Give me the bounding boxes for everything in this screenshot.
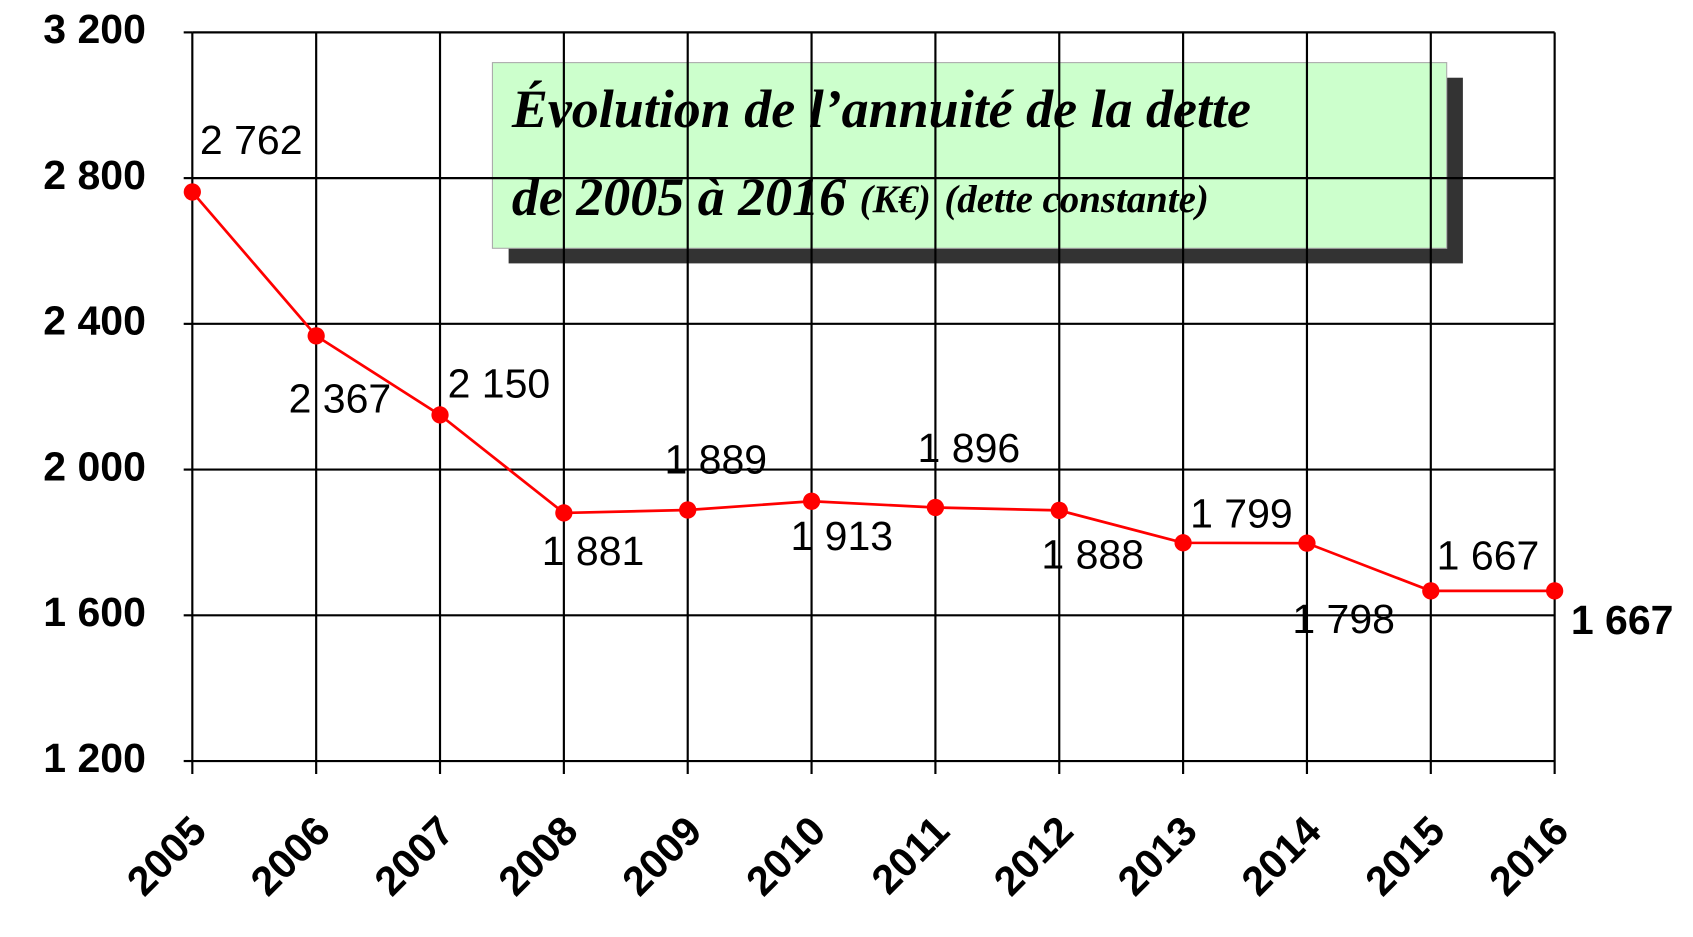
y-tick-label: 2 000 <box>43 443 146 489</box>
point <box>926 498 945 517</box>
point <box>802 492 821 510</box>
y-tick-label: 2 800 <box>43 152 146 198</box>
line <box>191 191 1555 593</box>
value-label: 1 888 <box>1041 532 1144 578</box>
point <box>555 504 573 522</box>
x-tick-label: 2013 <box>1109 807 1206 904</box>
x-tick-label: 2010 <box>737 807 834 904</box>
value-label: 2 150 <box>448 361 551 407</box>
chart-title: Évolution de l’annuité de la dette <box>511 79 1251 139</box>
value-label: 1 889 <box>664 436 767 482</box>
x-tick-label: 2014 <box>1233 807 1330 904</box>
x-tick-label: 2011 <box>863 807 958 902</box>
value-label: 1 667 <box>1437 532 1540 578</box>
y-tick-label: 3 200 <box>43 6 146 52</box>
x-tick-label: 2006 <box>242 807 339 904</box>
point <box>1050 501 1068 520</box>
point <box>1422 582 1440 600</box>
point <box>679 501 697 519</box>
value-label: 1 913 <box>790 513 893 559</box>
point <box>183 183 201 201</box>
point <box>1174 534 1192 552</box>
x-tick-label: 2007 <box>366 807 463 904</box>
y-tick-label: 1 200 <box>43 735 146 781</box>
y-tick-label: 2 400 <box>43 298 146 344</box>
value-label: 1 799 <box>1190 491 1293 537</box>
value-label: 1 881 <box>542 528 645 574</box>
x-tick-label: 2008 <box>489 807 586 904</box>
value-label: 2 762 <box>200 117 303 163</box>
title-box <box>491 62 1448 249</box>
x-tick-label: 2005 <box>118 807 215 904</box>
value-label: 2 367 <box>289 376 392 422</box>
y-tick-label: 1 600 <box>43 589 146 635</box>
point <box>1298 534 1316 552</box>
x-tick-label: 2015 <box>1356 807 1453 904</box>
x-tick-label: 2009 <box>613 807 710 904</box>
value-label: 1 667 <box>1571 597 1674 643</box>
x-tick-label: 2012 <box>985 807 1082 904</box>
value-label: 1 896 <box>918 425 1021 471</box>
point <box>307 327 325 345</box>
x-tick-label: 2016 <box>1480 807 1577 904</box>
point <box>431 406 449 424</box>
point <box>1546 582 1564 600</box>
value-label: 1 798 <box>1292 596 1395 642</box>
